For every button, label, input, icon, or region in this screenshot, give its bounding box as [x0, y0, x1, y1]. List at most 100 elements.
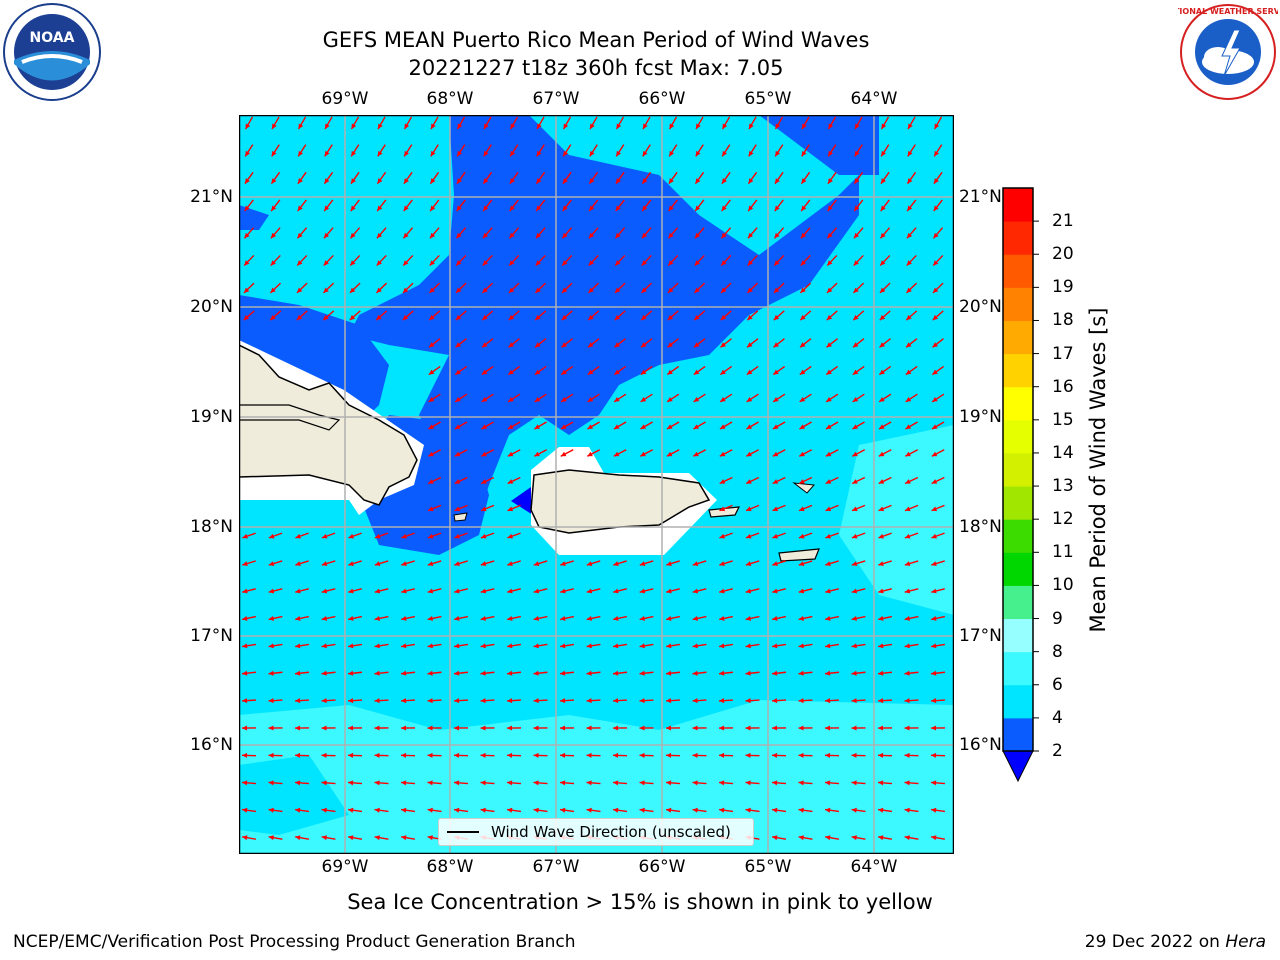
wave-direction-arrow: [612, 807, 628, 813]
wave-direction-arrow: [745, 670, 760, 676]
wave-direction-arrow: [297, 199, 307, 212]
wave-direction-arrow: [877, 698, 893, 704]
wave-direction-arrow: [613, 588, 627, 594]
wave-direction-arrow: [324, 144, 333, 157]
lat-tick-right-20n: 20°N: [959, 297, 1002, 317]
wave-direction-arrow: [745, 504, 760, 512]
wave-direction-arrow: [825, 449, 839, 457]
wave-direction-arrow: [374, 835, 389, 841]
wave-direction-arrow: [798, 588, 813, 594]
wave-direction-arrow: [852, 393, 865, 403]
wave-direction-arrow: [347, 835, 363, 841]
wave-direction-arrow: [243, 254, 255, 267]
wave-direction-arrow: [242, 560, 256, 566]
wave-direction-arrow: [904, 504, 919, 512]
wave-direction-arrow: [507, 588, 521, 594]
wave-direction-arrow: [429, 199, 440, 212]
wave-direction-arrow: [852, 365, 865, 376]
wave-direction-arrow: [400, 725, 416, 731]
wave-direction-arrow: [243, 310, 255, 321]
wave-zone-2-4s-north: [349, 115, 859, 515]
wave-direction-arrow: [506, 752, 522, 758]
wave-direction-arrow: [851, 615, 866, 621]
wave-direction-arrow: [376, 171, 387, 185]
wave-direction-arrow: [296, 282, 308, 294]
wave-direction-arrow: [906, 254, 917, 267]
wave-direction-arrow: [586, 615, 601, 621]
wave-direction-arrow: [321, 752, 336, 758]
wave-direction-arrow: [904, 752, 919, 758]
wave-direction-arrow: [930, 752, 946, 758]
wave-direction-arrow: [506, 807, 522, 813]
wave-direction-arrow: [719, 476, 733, 485]
wave-direction-arrow: [244, 199, 254, 212]
date-text: 29 Dec 2022 on: [1084, 932, 1226, 952]
wave-direction-arrow: [296, 254, 308, 267]
wave-direction-arrow: [642, 116, 651, 130]
branch-credit: NCEP/EMC/Verification Post Processing Pr…: [13, 932, 576, 952]
wave-direction-arrow: [693, 282, 706, 294]
wave-direction-arrow: [904, 643, 919, 649]
wave-direction-arrow: [824, 643, 840, 649]
wave-direction-arrow: [533, 588, 548, 594]
wave-direction-arrow: [533, 807, 548, 813]
wave-direction-arrow: [403, 144, 413, 157]
wave-direction-arrow: [508, 254, 520, 267]
lat-tick-left-21n: 21°N: [190, 187, 233, 207]
wave-direction-arrow: [427, 504, 442, 512]
wave-direction-arrow: [562, 116, 572, 130]
wave-direction-arrow: [268, 532, 283, 539]
wave-direction-arrow: [321, 780, 336, 786]
wave-direction-arrow: [772, 365, 786, 376]
wave-direction-arrow: [877, 835, 893, 841]
wave-direction-arrow: [772, 560, 786, 566]
wave-direction-arrow: [374, 698, 389, 704]
wave-direction-arrow: [826, 282, 838, 294]
wave-direction-arrow: [801, 116, 810, 130]
wave-direction-arrow: [824, 670, 840, 676]
lat-tick-right-21n: 21°N: [959, 187, 1002, 207]
wave-direction-arrow: [878, 421, 892, 430]
wave-direction-arrow: [480, 670, 495, 676]
wave-direction-arrow: [456, 144, 466, 157]
wave-direction-arrow: [429, 254, 440, 267]
wave-direction-arrow: [454, 421, 468, 430]
wave-direction-arrow: [481, 365, 494, 376]
wave-direction-arrow: [772, 476, 786, 485]
legend-line-swatch: [447, 831, 479, 833]
st-croix-island: [778, 548, 820, 562]
wave-direction-arrow: [931, 532, 945, 539]
wave-direction-arrow: [508, 310, 520, 321]
colorbar-segment: [1003, 452, 1033, 487]
wave-direction-arrow: [241, 780, 257, 786]
wave-direction-arrow: [666, 449, 680, 457]
wave-direction-arrow: [639, 449, 654, 457]
wave-direction-arrow: [295, 588, 309, 594]
wave-direction-arrow: [455, 338, 467, 348]
wave-direction-arrow: [533, 780, 548, 786]
wave-direction-arrow: [721, 116, 731, 130]
colorbar-tick-label: 8: [1052, 641, 1063, 662]
lat-tick-left-16n: 16°N: [190, 735, 233, 755]
wave-direction-arrow: [430, 144, 439, 157]
wave-direction-arrow: [296, 310, 308, 321]
wave-direction-arrow: [851, 670, 866, 676]
wave-direction-arrow: [586, 725, 601, 731]
wave-direction-arrow: [668, 116, 678, 130]
wave-direction-arrow: [241, 807, 257, 813]
wave-direction-arrow: [322, 310, 335, 321]
wave-direction-arrow: [851, 588, 866, 594]
wave-direction-arrow: [480, 476, 495, 485]
wave-direction-arrow: [562, 199, 572, 212]
wave-direction-arrow: [878, 560, 892, 566]
wave-direction-arrow: [851, 698, 866, 704]
wave-direction-arrow: [851, 504, 866, 512]
wave-direction-arrow: [878, 615, 892, 621]
wave-direction-arrow: [586, 560, 601, 566]
wave-direction-arrow: [639, 698, 654, 704]
wave-direction-arrow: [401, 615, 415, 621]
wave-direction-arrow: [427, 670, 442, 676]
wave-direction-arrow: [799, 365, 812, 376]
wave-direction-arrow: [641, 171, 652, 185]
wave-direction-arrow: [480, 780, 495, 786]
